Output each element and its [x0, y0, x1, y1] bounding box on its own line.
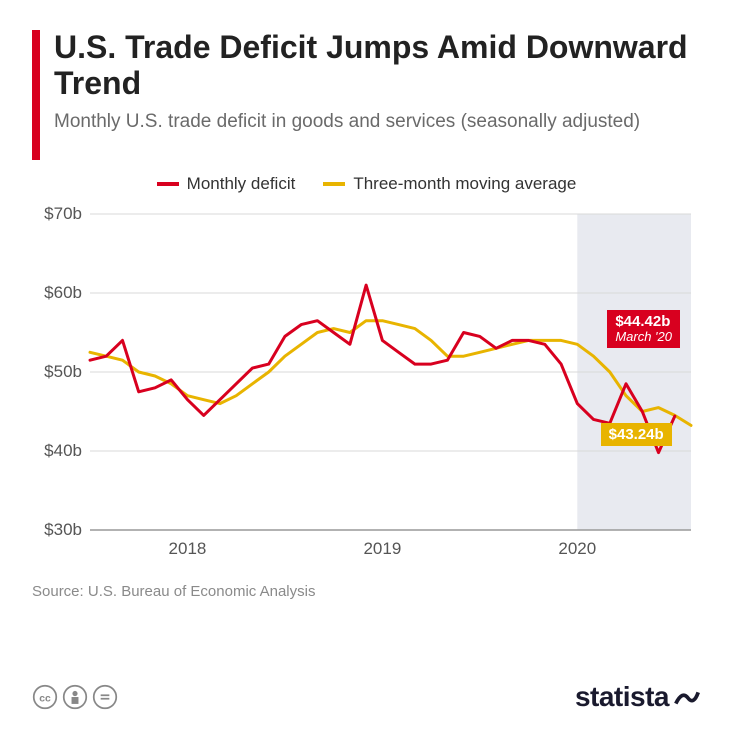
nd-icon [92, 684, 118, 710]
chart-container: $30b $40b $50b $60b $70b 2018 2019 2020 $44.42b… [32, 204, 701, 569]
svg-text:$50b: $50b [44, 362, 82, 381]
svg-text:cc: cc [39, 693, 51, 704]
svg-text:2019: 2019 [363, 539, 401, 558]
accent-bar [32, 30, 40, 160]
page-subtitle: Monthly U.S. trade deficit in goods and … [54, 110, 701, 135]
legend: Monthly deficit Three-month moving avera… [32, 174, 701, 194]
page-title: U.S. Trade Deficit Jumps Amid Downward T… [54, 30, 701, 102]
by-icon [62, 684, 88, 710]
callout-ma: $43.24b [601, 423, 672, 446]
brand-logo: statista [575, 681, 701, 713]
footer: cc statista [32, 681, 701, 713]
svg-text:$70b: $70b [44, 204, 82, 223]
license-icons: cc [32, 684, 118, 710]
brand-text: statista [575, 681, 669, 713]
cc-icon: cc [32, 684, 58, 710]
legend-swatch-monthly [157, 182, 179, 186]
svg-text:2020: 2020 [558, 539, 596, 558]
svg-text:$40b: $40b [44, 441, 82, 460]
legend-item-monthly: Monthly deficit [157, 174, 296, 194]
legend-item-ma: Three-month moving average [323, 174, 576, 194]
svg-text:$60b: $60b [44, 283, 82, 302]
legend-swatch-ma [323, 182, 345, 186]
legend-label: Monthly deficit [187, 174, 296, 194]
title-block: U.S. Trade Deficit Jumps Amid Downward T… [54, 30, 701, 134]
callout-value: $43.24b [609, 426, 664, 443]
brand-wave-icon [673, 683, 701, 711]
legend-label: Three-month moving average [353, 174, 576, 194]
svg-text:2018: 2018 [169, 539, 207, 558]
svg-text:$30b: $30b [44, 520, 82, 539]
source-text: Source: U.S. Bureau of Economic Analysis [32, 583, 701, 600]
callout-monthly: $44.42b March '20 [607, 310, 680, 348]
header: U.S. Trade Deficit Jumps Amid Downward T… [32, 30, 701, 160]
callout-sub: March '20 [615, 330, 672, 345]
callout-value: $44.42b [615, 313, 670, 330]
line-chart: $30b $40b $50b $60b $70b 2018 2019 2020 [32, 204, 701, 564]
